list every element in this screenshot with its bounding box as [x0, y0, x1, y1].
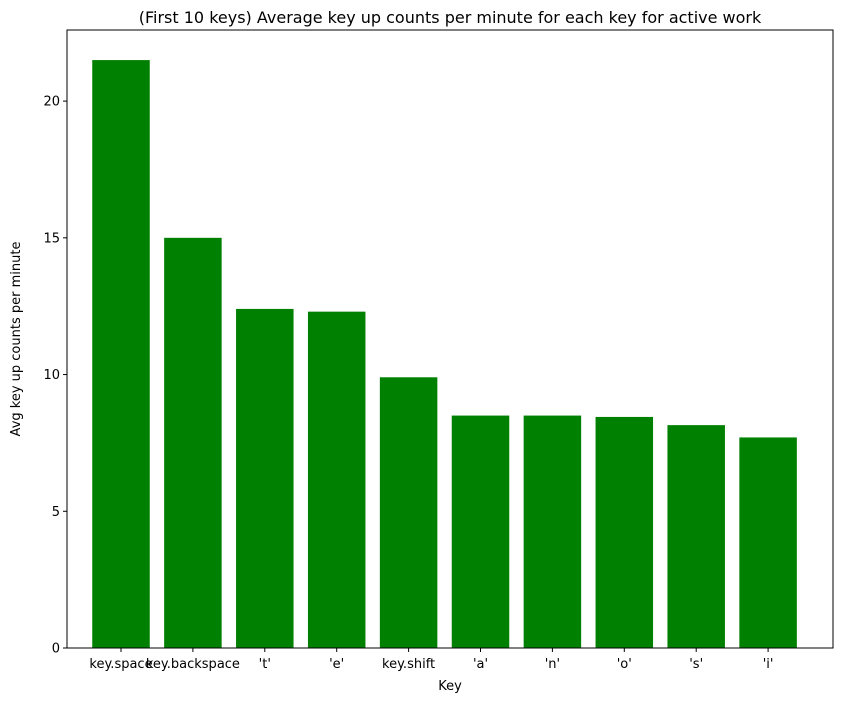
x-tick-label: key.space: [89, 657, 152, 672]
x-tick-label: 't': [259, 657, 271, 672]
y-tick-label: 5: [52, 505, 60, 520]
x-tick-label: 'i': [763, 657, 774, 672]
plot-frame: [66, 29, 834, 649]
bars-group: [92, 60, 797, 649]
bar: [595, 416, 654, 648]
bar: [667, 425, 725, 648]
x-tick-label: 'n': [545, 657, 560, 672]
x-tick-label: 'a': [473, 657, 488, 672]
x-tick-label: 'e': [329, 657, 344, 672]
x-tick-label: 's': [689, 657, 703, 672]
y-tick-label: 0: [52, 642, 60, 657]
bar: [307, 311, 366, 648]
x-tick-label: key.shift: [382, 657, 435, 672]
x-tick-label: 'o': [617, 657, 632, 672]
y-tick-label: 20: [43, 95, 60, 110]
chart-title: (First 10 keys) Average key up counts pe…: [139, 8, 762, 27]
x-tick-label: key.backspace: [146, 657, 240, 672]
bar: [92, 60, 150, 648]
y-axis-ticks: 0 5 10 15 20: [43, 95, 67, 657]
y-tick-label: 15: [43, 231, 60, 246]
y-axis-label: Avg key up counts per minute: [9, 242, 24, 437]
bar: [523, 415, 582, 648]
bar: [164, 237, 222, 649]
bar: [236, 308, 294, 648]
bar: [739, 437, 797, 648]
bar: [379, 377, 438, 648]
y-tick-label: 10: [43, 368, 60, 383]
bar: [451, 415, 510, 648]
x-axis-label: Key: [438, 679, 462, 694]
